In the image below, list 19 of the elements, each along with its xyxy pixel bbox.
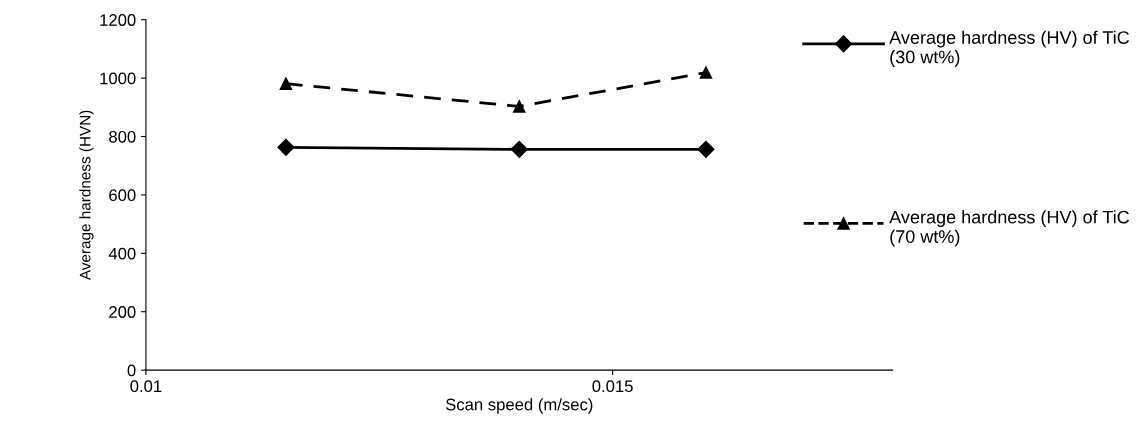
y-tick-label: 0 — [127, 364, 136, 377]
x-tick-label: 0.01 — [130, 380, 162, 393]
y-tick-label: 1000 — [100, 72, 136, 85]
y-tick-label: 800 — [109, 130, 136, 143]
y-axis-title: Average hardness (HVN) — [79, 110, 94, 281]
point — [697, 140, 715, 158]
x-axis-title: Scan speed (m/sec) — [445, 398, 593, 414]
legend-label: Average hardness (HV) of TiC (30 wt%) — [889, 30, 1130, 67]
point — [699, 66, 713, 79]
point — [513, 100, 526, 113]
legend-label: Average hardness (HV) of TiC (70 wt%) — [889, 210, 1130, 247]
y-tick-label: 600 — [109, 189, 136, 202]
x-tick-label: 0.015 — [592, 380, 633, 393]
y-tick-label: 200 — [109, 306, 136, 318]
point — [510, 140, 528, 158]
y-tick-label: 400 — [108, 247, 136, 260]
point — [279, 77, 293, 90]
y-tick-label: 1200 — [100, 14, 136, 26]
point — [277, 138, 295, 156]
